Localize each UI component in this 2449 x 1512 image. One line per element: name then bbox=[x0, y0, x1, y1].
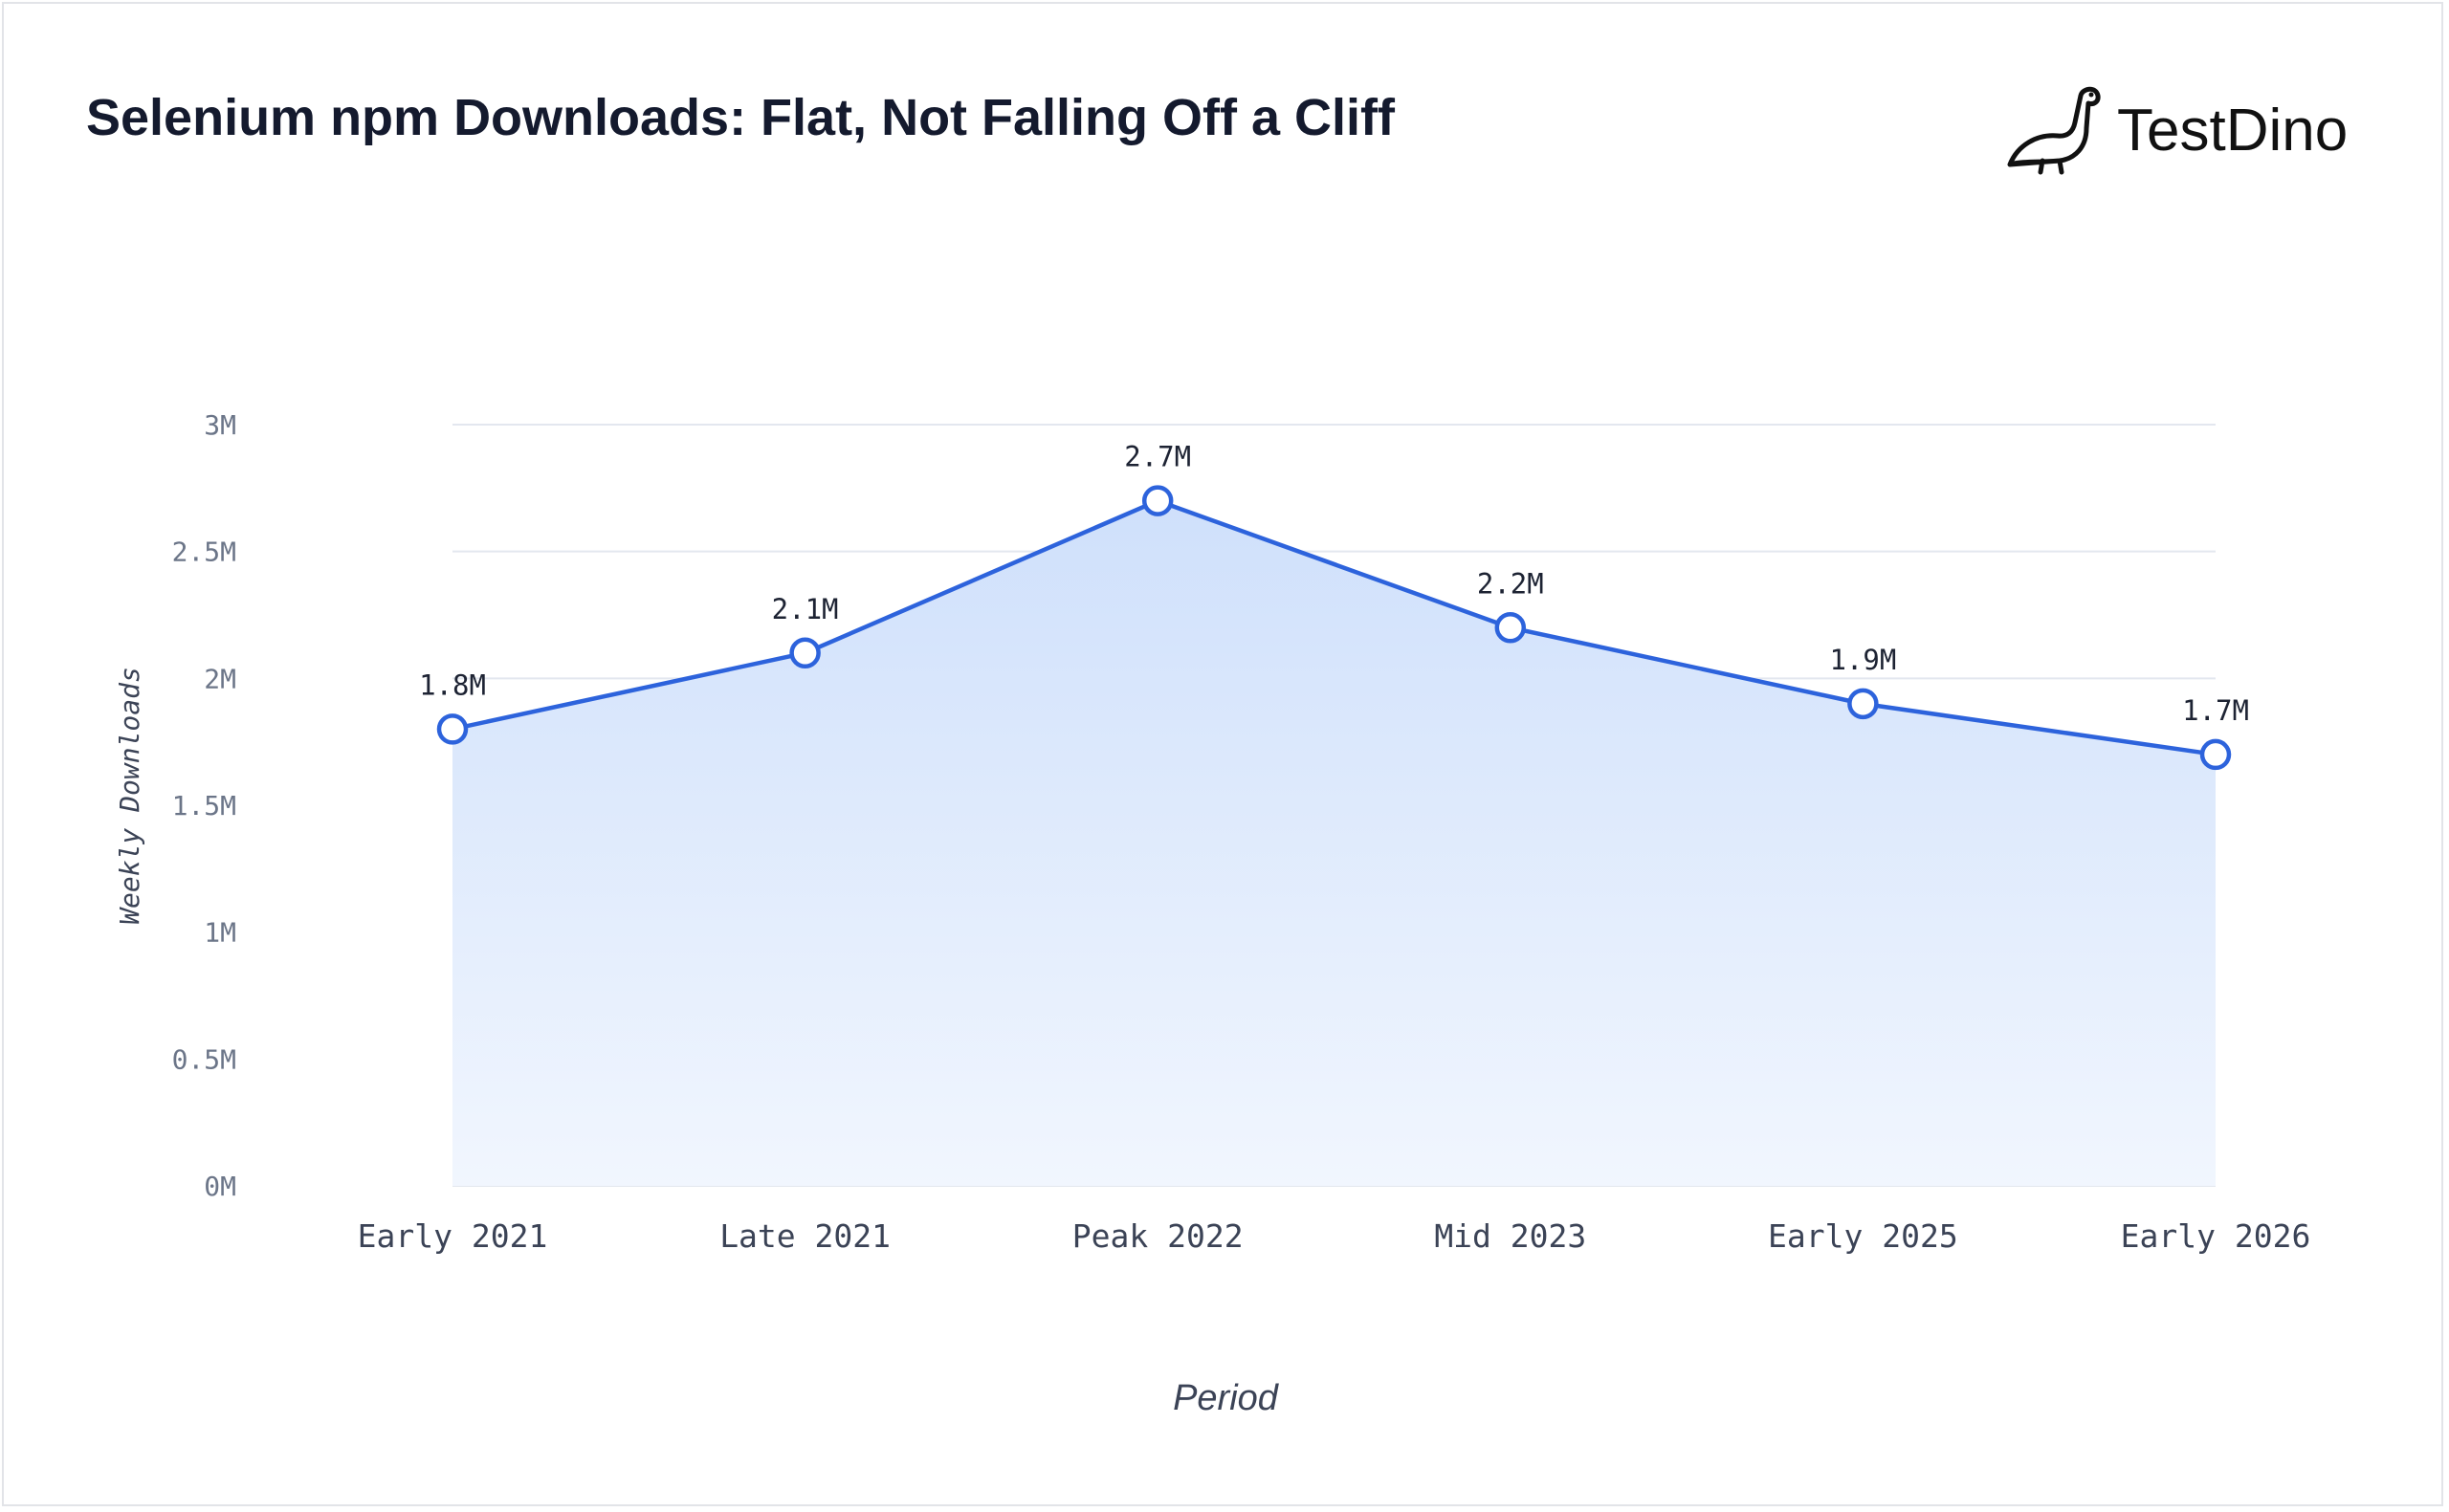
x-tick-label: Early 2025 bbox=[1768, 1217, 1958, 1255]
area-fill bbox=[452, 500, 2216, 1186]
y-axis-label: Weekly Downloads bbox=[114, 667, 145, 925]
x-tick-label: Early 2026 bbox=[2121, 1217, 2311, 1255]
y-axis-ticks: 0M 0.5M 1M 1.5M 2M 2.5M 3M bbox=[172, 409, 236, 1202]
data-point bbox=[2199, 738, 2232, 771]
y-tick-label: 1.5M bbox=[172, 790, 236, 822]
area-fill-group bbox=[452, 500, 2216, 1186]
data-label: 2.7M bbox=[1124, 441, 1191, 473]
data-point bbox=[1141, 485, 1174, 516]
series-line bbox=[452, 498, 2217, 757]
data-labels: 1.8M 2.1M 2.7M 2.2M 1.9M 1.7M bbox=[419, 441, 2249, 727]
data-point bbox=[789, 637, 821, 669]
data-label: 1.9M bbox=[1829, 644, 1896, 676]
data-label: 2.2M bbox=[1477, 567, 1544, 600]
x-tick-label: Late 2021 bbox=[719, 1217, 891, 1255]
x-axis-ticks: Early 2021 Late 2021 Peak 2022 Mid 2023 Earl… bbox=[358, 1217, 2311, 1255]
series-line-group bbox=[452, 498, 2217, 757]
dinosaur-icon bbox=[2007, 86, 2101, 175]
y-tick-label: 2.5M bbox=[172, 537, 236, 568]
data-point bbox=[436, 713, 469, 745]
brand: TestDino bbox=[2004, 84, 2348, 176]
data-label: 2.1M bbox=[772, 593, 839, 625]
y-tick-label: 0M bbox=[204, 1171, 236, 1202]
chart-title: Selenium npm Downloads: Flat, Not Fallin… bbox=[86, 89, 1396, 146]
brand-name: TestDino bbox=[2117, 97, 2349, 164]
y-tick-label: 0.5M bbox=[172, 1043, 236, 1075]
x-tick-label: Early 2021 bbox=[358, 1217, 548, 1255]
x-tick-label: Mid 2023 bbox=[1434, 1217, 1586, 1255]
x-tick-label: Peak 2022 bbox=[1072, 1217, 1244, 1255]
data-label: 1.7M bbox=[2182, 694, 2249, 727]
data-point bbox=[1847, 688, 1879, 720]
data-label: 1.8M bbox=[419, 668, 486, 701]
y-tick-label: 2M bbox=[204, 663, 236, 694]
y-tick-label: 3M bbox=[204, 409, 236, 441]
x-axis-label: Period bbox=[1173, 1378, 1280, 1418]
data-point bbox=[1494, 612, 1527, 644]
data-points bbox=[436, 485, 2232, 771]
y-tick-label: 1M bbox=[204, 917, 236, 949]
